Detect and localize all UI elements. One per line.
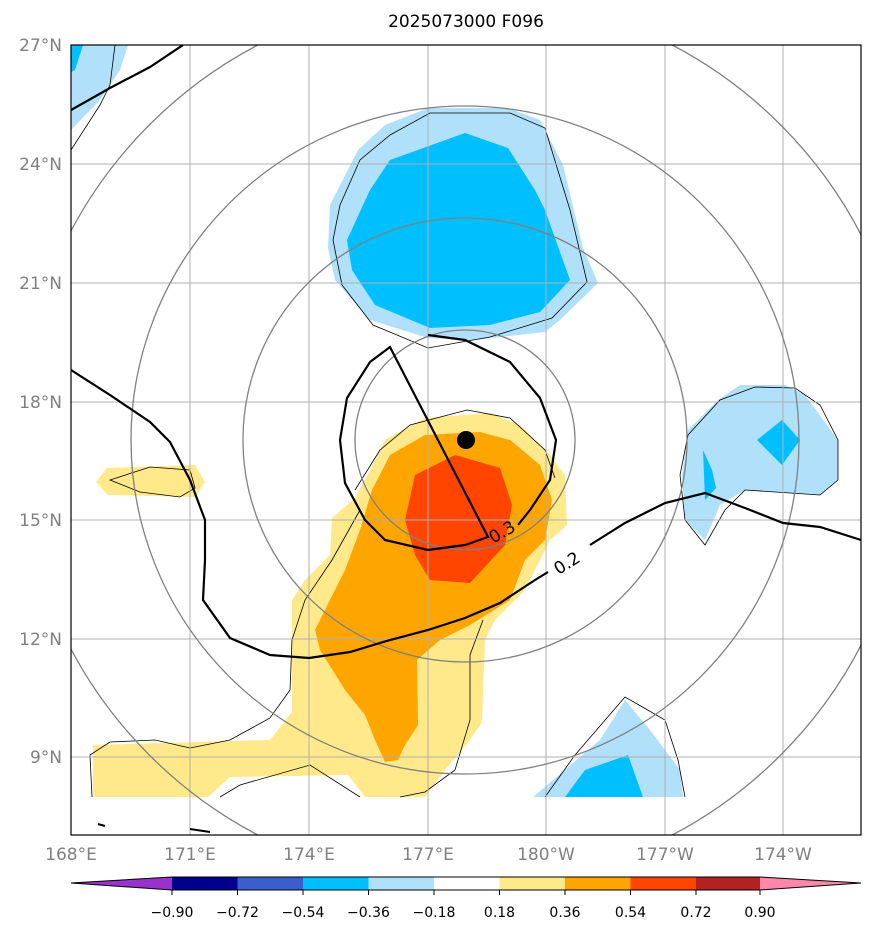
anomaly-core-south — [565, 755, 643, 797]
thin-contour-east — [679, 386, 839, 546]
colorbar-tick-label-2: −0.72 — [216, 905, 259, 921]
thin-contours — [71, 45, 839, 798]
chart-title: 2025073000 F096 — [388, 12, 544, 32]
colorbar-bin-2 — [237, 877, 303, 890]
positive-field-core — [405, 455, 512, 583]
colorbar-bin-9 — [696, 877, 760, 890]
lat-label-21n: 21°N — [19, 274, 62, 294]
lon-label-180w: 180°W — [517, 845, 575, 865]
colorbar-bin-7 — [565, 877, 631, 890]
colorbar: −0.90 −0.72 −0.54 −0.36 −0.18 0.18 0.36 … — [70, 876, 862, 921]
lon-label-168e: 168°E — [45, 845, 97, 865]
thin-contour-south — [544, 696, 686, 798]
colorbar-tick-label-5: −0.18 — [413, 905, 456, 921]
range-ring-3 — [130, 105, 800, 775]
anomaly-core-east-sliver — [703, 450, 716, 500]
positive-patch-west — [96, 465, 205, 497]
lat-label-15n: 15°N — [19, 511, 62, 531]
lon-label-174e: 174°E — [283, 845, 335, 865]
colorbar-tick-label-6: 0.18 — [484, 905, 515, 921]
negative-field-core — [71, 45, 800, 797]
colorbar-tick-label-10: 0.90 — [744, 905, 775, 921]
colorbar-extend-low — [71, 877, 172, 890]
contour-0.2-corner — [71, 45, 184, 111]
lat-label-24n: 24°N — [19, 155, 62, 175]
thin-contour-southwest — [399, 619, 484, 798]
colorbar-bin-3 — [303, 877, 369, 890]
map-frame — [70, 44, 862, 836]
colorbar-bin-1 — [172, 877, 238, 890]
colorbar-bin-4 — [368, 877, 434, 890]
lat-label-18n: 18°N — [19, 393, 62, 413]
colorbar-tick-label-9: 0.72 — [680, 905, 711, 921]
thin-contour-small-west — [108, 466, 196, 498]
lon-label-177w: 177°W — [636, 845, 694, 865]
contour-0.3 — [338, 333, 558, 552]
range-ring-2 — [242, 217, 688, 663]
anomaly-patch-corner-light — [71, 45, 128, 130]
colorbar-tick-label-8: 0.54 — [615, 905, 646, 921]
colorbar-tick-label-7: 0.36 — [549, 905, 580, 921]
storm-center-marker — [457, 431, 475, 449]
anomaly-patch-south-light — [533, 700, 683, 797]
lat-label-27n: 27°N — [19, 36, 62, 56]
colorbar-tick-label-1: −0.90 — [151, 905, 194, 921]
thin-contour-north — [332, 112, 588, 349]
positive-patch-red — [405, 455, 512, 583]
thin-contour-west-b — [219, 764, 361, 798]
lon-label-177e: 177°E — [402, 845, 454, 865]
anomaly-core-corner — [71, 45, 83, 72]
longitude-labels: 168°E 171°E 174°E 177°E 180°W 177°W 174°… — [45, 845, 812, 865]
colorbar-bin-6 — [499, 877, 565, 890]
thin-contour-center — [354, 409, 556, 491]
anomaly-core-east — [757, 420, 800, 465]
coastline-speck — [97, 823, 211, 833]
colorbar-tick-label-4: −0.36 — [347, 905, 390, 921]
labeled-contours — [71, 45, 861, 660]
thin-contour-corner — [71, 45, 116, 151]
colorbar-ticks — [171, 890, 761, 895]
map-gridlines — [71, 45, 861, 835]
map-area: 0.3 0.2 — [70, 44, 862, 836]
lat-label-9n: 9°N — [30, 748, 62, 768]
lon-label-171e: 171°E — [164, 845, 216, 865]
range-rings — [71, 45, 861, 835]
range-ring-1 — [354, 329, 576, 551]
contour-0.2 — [71, 369, 861, 660]
colorbar-extend-high — [760, 877, 861, 890]
colorbar-tick-label-3: −0.54 — [282, 905, 325, 921]
lon-label-174w: 174°W — [754, 845, 812, 865]
colorbar-bin-5 — [434, 877, 500, 890]
colorbar-bin-8 — [630, 877, 696, 890]
lat-label-12n: 12°N — [19, 630, 62, 650]
latitude-labels: 27°N 24°N 21°N 18°N 15°N 12°N 9°N — [19, 36, 62, 768]
anomaly-core-north — [347, 133, 570, 328]
